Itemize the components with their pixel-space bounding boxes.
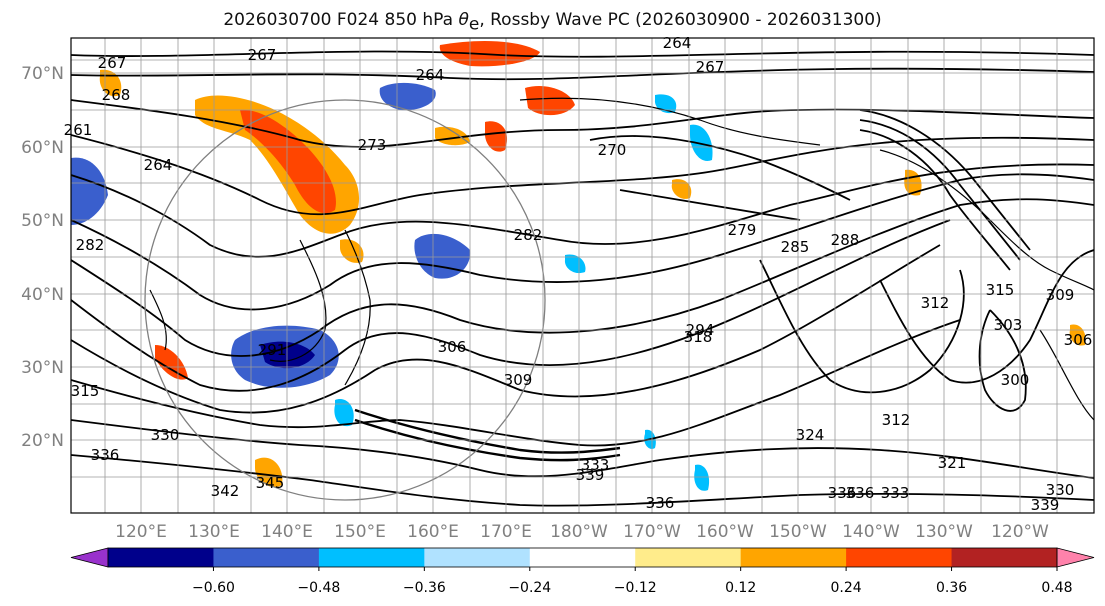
longitude-label: 160°E — [407, 522, 459, 542]
colorbar-tick-label: 0.24 — [831, 580, 862, 596]
contour-label: 273 — [358, 136, 387, 154]
contour-label: 282 — [76, 236, 105, 254]
latitude-label: 20°N — [21, 431, 64, 451]
contour-label: 264 — [663, 34, 692, 52]
colorbar-tick-labels: −0.60 −0.48 −0.36 −0.24 −0.12 0.12 0.24 0.36 0.4… — [192, 567, 1073, 596]
colorbar-tick-label: −0.24 — [508, 580, 551, 596]
longitude-label: 120°W — [991, 522, 1049, 542]
contour-label: 324 — [796, 426, 825, 444]
contour-label: 330 — [1046, 481, 1075, 499]
longitude-label: 150°W — [769, 522, 827, 542]
colorbar-tick-label: 0.48 — [1041, 580, 1072, 596]
contour-label: 318 — [684, 328, 713, 346]
colorbar-extend-low — [70, 547, 109, 568]
contour-label: 264 — [416, 66, 445, 84]
contour-label: 315 — [71, 382, 100, 400]
latitude-label: 50°N — [21, 211, 64, 231]
map-title: 2026030700 F024 850 hPa θe, Rossby Wave … — [223, 10, 882, 35]
contour-label: 300 — [1001, 371, 1030, 389]
colorbar-tick-label: 0.36 — [936, 580, 967, 596]
latitude-labels: 70°N 60°N 50°N 40°N 30°N 20°N — [21, 64, 64, 451]
colorbar-bin — [635, 548, 742, 567]
colorbar — [70, 547, 1095, 568]
longitude-label: 140°W — [842, 522, 900, 542]
longitude-label: 120°E — [115, 522, 167, 542]
contour-label: 267 — [696, 58, 725, 76]
contour-label: 285 — [781, 238, 810, 256]
theta-e-contours — [71, 50, 1094, 507]
contour-label: 333 — [581, 456, 610, 474]
contour-label: 270 — [598, 141, 627, 159]
contour-label: 312 — [882, 411, 911, 429]
colorbar-tick-label: −0.36 — [403, 580, 446, 596]
longitude-label: 130°E — [188, 522, 240, 542]
colorbar-tick-label: −0.60 — [192, 580, 235, 596]
gridlines — [71, 38, 1094, 513]
contour-label: 339 — [1031, 496, 1060, 514]
reference-circle — [144, 99, 546, 501]
colorbar-bin — [951, 548, 1058, 567]
longitude-label: 170°E — [480, 522, 532, 542]
contour-label: 309 — [504, 371, 533, 389]
map-frame — [70, 37, 1095, 514]
contour-label: 291 — [258, 341, 287, 359]
contour-label: 268 — [102, 86, 131, 104]
contour-label: 309 — [1046, 286, 1075, 304]
contour-label: 282 — [514, 226, 543, 244]
longitude-label: 180°W — [550, 522, 608, 542]
contour-label: 264 — [144, 156, 173, 174]
contour-label: 261 — [64, 121, 93, 139]
latitude-label: 60°N — [21, 138, 64, 158]
longitude-label: 160°W — [696, 522, 754, 542]
latitude-label: 40°N — [21, 285, 64, 305]
colorbar-bin — [846, 548, 953, 567]
contour-label: 306 — [1064, 331, 1093, 349]
colorbar-tick-label: −0.12 — [614, 580, 657, 596]
colorbar-extend-high — [1056, 547, 1095, 568]
contour-label: 330 — [151, 426, 180, 444]
contour-label: 267 — [98, 54, 127, 72]
contour-label: 312 — [921, 294, 950, 312]
colorbar-bin — [318, 548, 425, 567]
contour-label: 333 — [881, 484, 910, 502]
contour-label: 339 — [576, 466, 605, 484]
colorbar-bin — [529, 548, 636, 567]
colorbar-bin — [108, 548, 214, 567]
colorbar-bin — [740, 548, 847, 567]
contour-label: 267 — [248, 46, 277, 64]
longitude-label: 130°W — [915, 522, 973, 542]
contour-label: 336 — [91, 446, 120, 464]
contour-label: 336 — [646, 494, 675, 512]
contour-label: 306 — [438, 338, 467, 356]
longitude-label: 140°E — [261, 522, 313, 542]
contour-label: 279 — [728, 221, 757, 239]
contour-label: 336 — [828, 484, 857, 502]
contour-label: 336 — [846, 484, 875, 502]
longitude-label: 150°E — [334, 522, 386, 542]
latitude-label: 30°N — [21, 358, 64, 378]
anomaly-shading — [71, 40, 1086, 491]
longitude-label: 170°W — [623, 522, 681, 542]
contour-label: 321 — [938, 454, 967, 472]
longitude-labels: 120°E 130°E 140°E 150°E 160°E 170°E 180°W 170°W… — [115, 522, 1049, 542]
colorbar-bin — [424, 548, 531, 567]
contour-label: 342 — [211, 482, 240, 500]
contour-label: 315 — [986, 281, 1015, 299]
contour-label: 288 — [831, 231, 860, 249]
contour-label: 303 — [994, 316, 1023, 334]
colorbar-bin — [213, 548, 320, 567]
contour-label: 345 — [256, 474, 285, 492]
colorbar-tick-label: −0.48 — [297, 580, 340, 596]
contour-label: 294 — [686, 321, 715, 339]
colorbar-tick-label: 0.12 — [725, 580, 756, 596]
latitude-label: 70°N — [21, 64, 64, 84]
coastlines — [149, 97, 1094, 421]
